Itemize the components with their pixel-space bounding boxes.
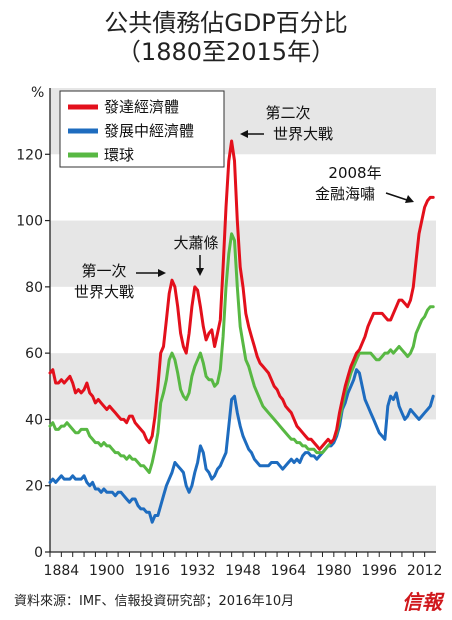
annotation-ww1-line1: 第一次 [81,262,126,280]
y-axis-ticks: 0 20 40 60 80 100 120 [16,147,50,561]
x-tick-label: 1900 [89,563,125,579]
brand-logo: 信報 [402,590,445,614]
y-axis-unit: % [31,85,44,101]
annotation-gfc-arrow [385,192,408,201]
legend: 發達經濟體 發展中經濟體 環球 [59,90,225,168]
legend-label-global: 環球 [104,146,134,164]
y-tick-label: 60 [25,346,43,362]
x-tick-label: 1948 [225,563,261,579]
x-tick-label: 1996 [361,563,397,579]
y-tick-label: 120 [16,147,43,163]
x-tick-label: 1932 [180,563,216,579]
grid-band [50,353,436,420]
source-note: 資料來源：IMF、信報投資研究部；2016年10月 [14,593,294,609]
grid-band [50,220,436,287]
annotation-ww2: 第二次 世界大戰 [240,104,333,143]
x-tick-label: 2012 [407,563,443,579]
y-tick-label: 80 [25,280,43,296]
legend-label-developed: 發達經濟體 [104,98,179,116]
annotation-ww2-line2: 世界大戰 [273,125,333,143]
annotation-gfc-arrowhead [405,195,414,203]
x-tick-label: 1980 [316,563,352,579]
legend-label-developing: 發展中經濟體 [104,122,194,140]
y-tick-label: 100 [16,214,43,230]
annotation-ww2-line1: 第二次 [265,104,310,122]
series-lines [48,139,435,524]
y-tick-label: 20 [25,479,43,495]
annotation-ww1-arrowhead [158,269,166,277]
y-tick-label: 0 [34,545,43,561]
annotation-ww2-arrowhead [240,130,248,138]
x-tick-label: 1916 [134,563,170,579]
grid-band [50,485,436,552]
x-axis-ticks: 1884 1900 1916 1932 1948 1964 1980 1996 2012 [44,552,443,579]
annotation-ww1: 第一次 世界大戰 [74,262,166,301]
series-line-developed [48,139,435,451]
y-tick-label: 40 [25,412,43,428]
chart-subtitle: （1880至2015年） [117,38,335,66]
annotation-ww1-line2: 世界大戰 [74,283,134,301]
annotation-depression-arrowhead [196,268,204,276]
series-line-developing [48,368,435,524]
annotation-gfc-line2: 金融海嘯 [315,185,375,203]
annotation-depression: 大蕭條 [173,234,219,276]
annotation-depression-text: 大蕭條 [173,234,218,252]
x-tick-label: 1884 [44,563,80,579]
series-line-global [48,232,435,474]
x-tick-label: 1964 [271,563,307,579]
chart-title: 公共債務佔GDP百分比 [104,9,348,37]
annotation-gfc: 2008年 金融海嘯 [315,164,414,203]
annotation-gfc-line1: 2008年 [328,164,381,182]
